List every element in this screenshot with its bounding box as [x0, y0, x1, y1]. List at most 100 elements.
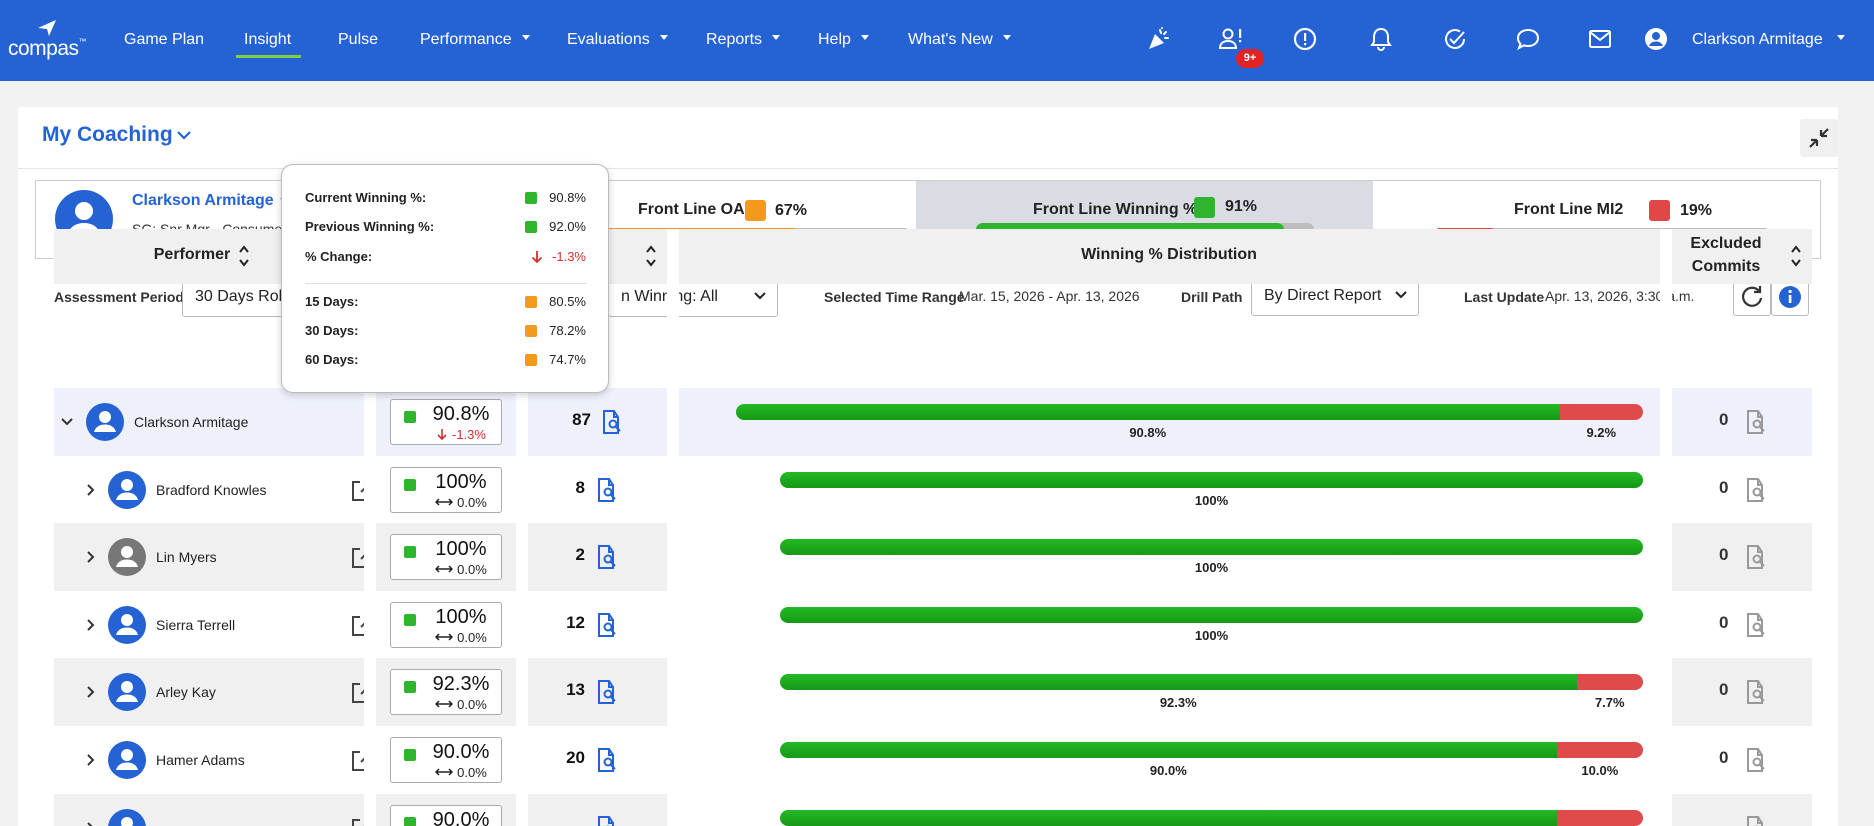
performer-name[interactable]: Clarkson Armitage — [134, 414, 249, 430]
distribution-bar[interactable] — [780, 742, 1643, 758]
chevron-down-icon[interactable] — [176, 129, 192, 141]
nav-performance[interactable]: Performance — [420, 31, 530, 49]
kpi-label: Front Line Winning % — [1033, 201, 1198, 218]
document-search-icon[interactable] — [1744, 409, 1768, 435]
chevron-right-icon[interactable] — [84, 550, 98, 564]
distribution-cell: 92.3% 7.7% — [678, 658, 1660, 726]
winning-change: 0.0% — [421, 697, 501, 712]
nav-active-indicator — [236, 55, 301, 58]
chevron-right-icon[interactable] — [84, 685, 98, 699]
nav-evaluations[interactable]: Evaluations — [567, 31, 668, 49]
distribution-cell: 100% — [678, 456, 1660, 524]
arrow-left-right-icon — [435, 565, 454, 573]
kpi-value: 19% — [1680, 202, 1713, 219]
document-search-icon[interactable] — [1744, 679, 1768, 705]
winning-filter-select[interactable]: n Winning: All — [608, 279, 778, 317]
document-search-icon[interactable] — [595, 815, 619, 826]
document-search-icon[interactable] — [1744, 612, 1768, 638]
nav-reports[interactable]: Reports — [706, 31, 781, 49]
winning-tooltip: Current Winning %: 90.8% Previous Winnin… — [281, 164, 609, 393]
evaluated-cell: 8 — [527, 456, 667, 524]
winning-box[interactable]: 92.3% 0.0% — [390, 669, 502, 715]
winning-box[interactable]: 100% 0.0% — [390, 467, 502, 513]
winning-percent-label: 90.8% — [1129, 425, 1167, 440]
excluded-count: 0 — [1719, 613, 1729, 632]
nav-help[interactable]: Help — [818, 31, 869, 49]
distribution-bar[interactable] — [736, 404, 1643, 420]
performer-name[interactable]: Hamer Adams — [156, 752, 245, 768]
distribution-bar[interactable] — [780, 607, 1643, 623]
winning-box[interactable]: 90.0% — [390, 805, 502, 826]
chat-icon[interactable] — [1515, 26, 1541, 52]
nav-insight[interactable]: Insight — [244, 31, 292, 48]
chevron-down-icon[interactable] — [60, 415, 74, 429]
green-status-dot — [525, 221, 537, 233]
excluded-cell: 0 — [1672, 523, 1812, 591]
losing-percent-label: 7.7% — [1594, 695, 1625, 710]
arrow-left-right-icon — [435, 768, 454, 776]
tooltip-divider — [305, 283, 587, 284]
info-button[interactable] — [1771, 278, 1809, 316]
celebration-icon[interactable] — [1146, 26, 1172, 52]
winning-box[interactable]: 90.0% 0.0% — [390, 737, 502, 783]
chevron-right-icon[interactable] — [84, 483, 98, 497]
performer-name[interactable]: Arley Kay — [156, 684, 216, 700]
chevron-right-icon[interactable] — [84, 821, 98, 826]
performer-name[interactable]: Bradford Knowles — [156, 482, 267, 498]
distribution-cell: 100% — [678, 523, 1660, 591]
excluded-count: 0 — [1719, 748, 1729, 767]
document-search-icon[interactable] — [1744, 815, 1768, 826]
distribution-bar[interactable] — [780, 810, 1643, 826]
evaluated-cell: 2 — [527, 523, 667, 591]
document-search-icon[interactable] — [1744, 544, 1768, 570]
winning-segment — [780, 607, 1643, 623]
nav-user-menu[interactable]: Clarkson Armitage — [1692, 31, 1845, 49]
drill-path-select[interactable]: By Direct Report — [1251, 278, 1419, 316]
check-badge-icon[interactable] — [1442, 26, 1468, 52]
nav-whats-new[interactable]: What's New — [908, 31, 1011, 49]
document-search-icon[interactable] — [1744, 747, 1768, 773]
evaluated-cell: 12 — [527, 591, 667, 659]
performer-name[interactable]: Sierra Terrell — [156, 617, 236, 633]
chevron-right-icon[interactable] — [84, 618, 98, 632]
header-excluded-commits[interactable]: Excluded Commits — [1672, 229, 1812, 284]
distribution-bar[interactable] — [780, 674, 1643, 690]
winning-box[interactable]: 100% 0.0% — [390, 602, 502, 648]
document-search-icon[interactable] — [595, 612, 619, 638]
document-search-icon[interactable] — [595, 747, 619, 773]
winning-box[interactable]: 100% 0.0% — [390, 534, 502, 580]
document-search-icon[interactable] — [600, 409, 624, 435]
alert-circle-icon[interactable] — [1292, 26, 1318, 52]
winning-change: 0.0% — [421, 495, 501, 510]
document-search-icon[interactable] — [595, 544, 619, 570]
profile-name[interactable]: Clarkson Armitage — [132, 192, 274, 209]
distribution-bar[interactable] — [780, 539, 1643, 555]
evaluated-count: 20 — [566, 748, 585, 767]
chevron-right-icon[interactable] — [84, 753, 98, 767]
performer-name[interactable]: Lin Myers — [156, 549, 217, 565]
card-header: My Coaching — [18, 107, 1838, 169]
winning-percent-label: 100% — [1194, 628, 1229, 643]
caret-down-icon — [1002, 35, 1011, 41]
winning-value: 90.8% — [432, 403, 490, 425]
mail-icon[interactable] — [1587, 26, 1613, 52]
losing-percent-label: 10.0% — [1581, 763, 1619, 778]
winning-box[interactable]: 90.8% -1.3% — [390, 399, 502, 445]
user-icon — [116, 681, 138, 702]
nav-game-plan[interactable]: Game Plan — [124, 31, 205, 48]
collapse-button[interactable] — [1800, 119, 1838, 157]
account-icon[interactable] — [1643, 26, 1669, 52]
compas-logo[interactable]: compas™ — [8, 20, 88, 60]
document-search-icon[interactable] — [595, 679, 619, 705]
document-search-icon[interactable] — [595, 477, 619, 503]
refresh-button[interactable] — [1733, 278, 1771, 316]
nav-pulse[interactable]: Pulse — [338, 31, 379, 48]
document-search-icon[interactable] — [1744, 477, 1768, 503]
orange-status-dot — [525, 296, 537, 308]
distribution-bar[interactable] — [780, 472, 1643, 488]
time-range-value: Mar. 15, 2026 - Apr. 13, 2026 — [959, 288, 1140, 304]
winning-cell: 100% 0.0% — [376, 456, 516, 524]
bell-icon[interactable] — [1368, 26, 1394, 52]
user-alert-icon[interactable] — [1218, 26, 1244, 52]
green-status-square — [404, 479, 416, 491]
